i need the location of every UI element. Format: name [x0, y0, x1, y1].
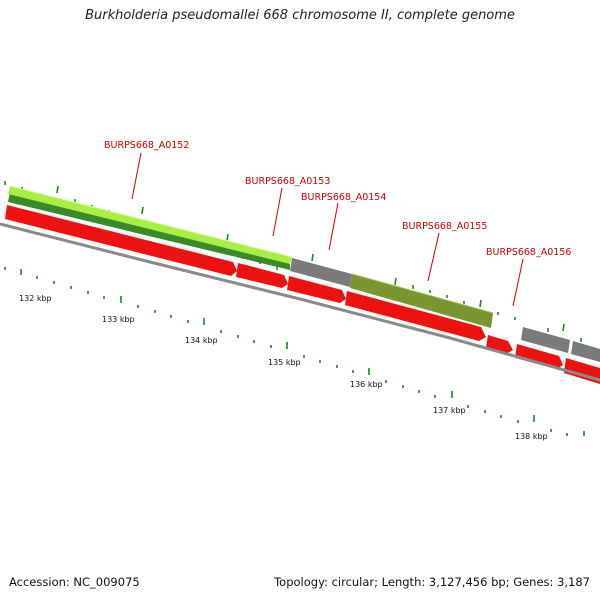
tick-label: 136 kbp	[350, 380, 383, 389]
tick-label: 132 kbp	[19, 294, 52, 303]
gene-label[interactable]: BURPS668_A0153	[245, 176, 330, 187]
cds-arrow-4[interactable]	[345, 291, 486, 341]
tick-label: 133 kbp	[102, 315, 135, 324]
gray-gene-block-1[interactable]	[290, 258, 352, 287]
gene-label[interactable]: BURPS668_A0156	[486, 247, 571, 258]
cds-arrow-6[interactable]	[515, 344, 563, 369]
cds-arrow-3[interactable]	[287, 276, 346, 303]
gene-label[interactable]: BURPS668_A0152	[104, 140, 189, 151]
cds-arrow-1[interactable]	[5, 205, 237, 276]
gene-label[interactable]: BURPS668_A0155	[402, 221, 487, 232]
genome-backbone	[0, 222, 600, 382]
light-green-band	[8, 186, 292, 264]
gray-gene-block-3[interactable]	[571, 341, 600, 362]
tick-label: 134 kbp	[185, 336, 218, 345]
highlight-gene-band[interactable]	[8, 185, 293, 270]
gene-labels: BURPS668_A0152 BURPS668_A0153 BURPS668_A…	[104, 140, 571, 258]
genome-summary-text: Topology: circular; Length: 3,127,456 bp…	[274, 575, 590, 589]
tick-label: 138 kbp	[515, 432, 548, 441]
tick-label: 135 kbp	[268, 358, 301, 367]
tick-labels: 132 kbp 133 kbp 134 kbp 135 kbp 136 kbp …	[19, 294, 548, 441]
accession-text: Accession: NC_009075	[9, 575, 140, 589]
map-title: Burkholderia pseudomallei 668 chromosome…	[85, 8, 515, 23]
inner-tick-marks	[4, 267, 585, 436]
tick-label: 137 kbp	[433, 406, 466, 415]
forward-cds-track	[5, 205, 600, 384]
cds-arrow-2[interactable]	[236, 263, 288, 288]
gene-label[interactable]: BURPS668_A0154	[301, 192, 386, 203]
gene-leader-lines	[131, 152, 524, 307]
gray-gene-block-2[interactable]	[521, 327, 570, 353]
olive-gene-block[interactable]	[350, 274, 493, 328]
